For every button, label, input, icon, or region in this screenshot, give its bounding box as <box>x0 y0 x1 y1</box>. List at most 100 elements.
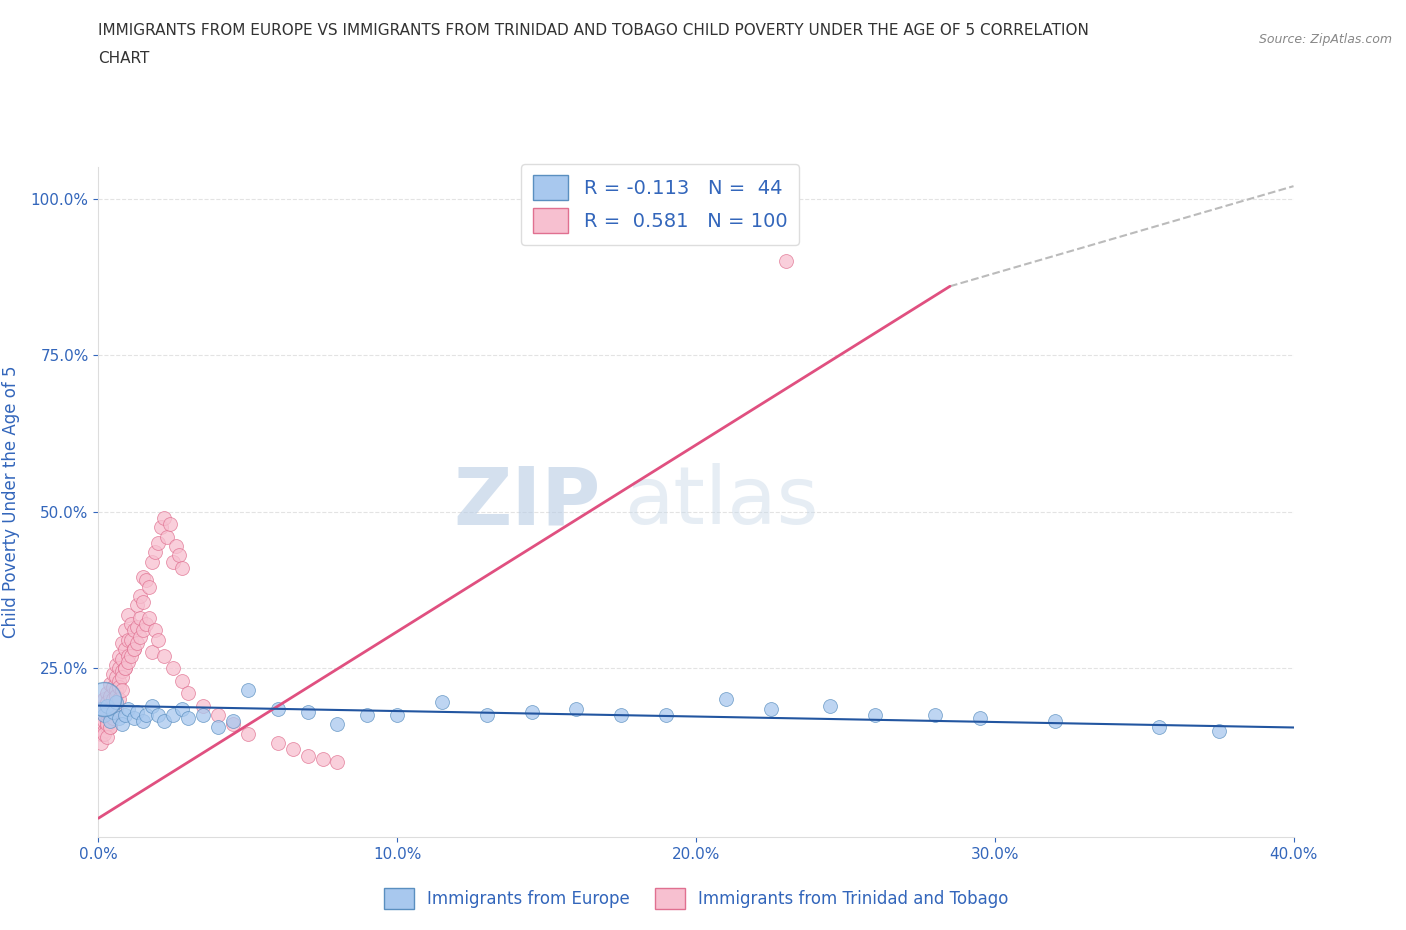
Point <box>222 717 245 732</box>
Point <box>103 698 125 713</box>
Point <box>297 704 319 719</box>
Point <box>108 648 131 663</box>
Point <box>93 726 115 741</box>
Point <box>326 754 349 769</box>
Point <box>236 683 259 698</box>
Point <box>105 683 128 698</box>
Point <box>105 695 128 710</box>
Point <box>172 673 194 688</box>
Point <box>117 632 139 647</box>
Point <box>98 720 122 735</box>
Point <box>124 711 146 725</box>
Point <box>207 720 229 735</box>
Point <box>865 708 887 723</box>
Point <box>129 610 152 625</box>
Point <box>143 545 166 560</box>
Point <box>90 726 112 741</box>
Point <box>120 617 142 631</box>
Point <box>93 724 115 738</box>
Point <box>96 685 118 700</box>
Point <box>108 692 131 707</box>
Point <box>759 701 782 716</box>
Point <box>138 610 160 625</box>
Point <box>356 708 378 723</box>
Point <box>103 667 125 682</box>
Point <box>98 689 122 704</box>
Point <box>148 536 170 551</box>
Point <box>90 717 112 732</box>
Point <box>124 642 146 657</box>
Point <box>222 714 245 729</box>
Point <box>143 623 166 638</box>
Point <box>114 708 136 723</box>
Legend: Immigrants from Europe, Immigrants from Trinidad and Tobago: Immigrants from Europe, Immigrants from … <box>377 881 1015 916</box>
Point <box>98 720 122 735</box>
Point <box>114 623 136 638</box>
Point <box>120 632 142 647</box>
Point <box>135 708 157 723</box>
Point <box>165 538 187 553</box>
Point <box>655 708 678 723</box>
Point <box>96 704 118 719</box>
Point <box>103 704 125 719</box>
Point <box>153 714 176 729</box>
Point <box>132 595 155 610</box>
Point <box>167 548 190 563</box>
Text: IMMIGRANTS FROM EUROPE VS IMMIGRANTS FROM TRINIDAD AND TOBAGO CHILD POVERTY UNDE: IMMIGRANTS FROM EUROPE VS IMMIGRANTS FRO… <box>98 23 1090 38</box>
Point <box>132 570 155 585</box>
Point <box>111 651 134 666</box>
Point <box>93 714 115 729</box>
Point <box>98 701 122 716</box>
Point <box>96 714 118 729</box>
Point <box>114 642 136 657</box>
Point <box>124 642 146 657</box>
Point <box>108 680 131 695</box>
Point <box>138 579 160 594</box>
Point <box>153 511 176 525</box>
Point <box>117 607 139 622</box>
Point <box>93 692 115 707</box>
Point <box>132 714 155 729</box>
Point <box>111 717 134 732</box>
Point <box>127 635 149 650</box>
Point <box>103 680 125 695</box>
Point <box>124 623 146 638</box>
Point <box>120 648 142 663</box>
Point <box>1043 714 1066 729</box>
Point <box>148 632 170 647</box>
Point <box>153 648 176 663</box>
Point <box>98 711 122 725</box>
Point <box>105 670 128 684</box>
Point <box>90 736 112 751</box>
Point <box>520 704 543 719</box>
Point <box>191 698 214 713</box>
Point <box>159 517 181 532</box>
Text: Source: ZipAtlas.com: Source: ZipAtlas.com <box>1258 33 1392 46</box>
Point <box>132 623 155 638</box>
Point <box>267 736 290 751</box>
Point <box>162 554 184 569</box>
Point <box>281 742 304 757</box>
Point <box>969 711 991 725</box>
Point <box>172 561 194 576</box>
Point <box>148 708 170 723</box>
Point <box>162 660 184 675</box>
Point <box>127 704 149 719</box>
Point <box>111 635 134 650</box>
Point <box>111 683 134 698</box>
Point <box>172 701 194 716</box>
Point <box>103 704 125 719</box>
Point <box>475 708 498 723</box>
Point <box>105 701 128 716</box>
Point <box>108 673 131 688</box>
Point <box>96 698 118 713</box>
Point <box>105 658 128 672</box>
Point <box>775 254 797 269</box>
Point <box>1147 720 1170 735</box>
Point <box>129 589 152 604</box>
Point <box>96 720 118 735</box>
Point <box>141 644 163 659</box>
Point <box>111 664 134 679</box>
Point <box>141 698 163 713</box>
Point <box>93 701 115 716</box>
